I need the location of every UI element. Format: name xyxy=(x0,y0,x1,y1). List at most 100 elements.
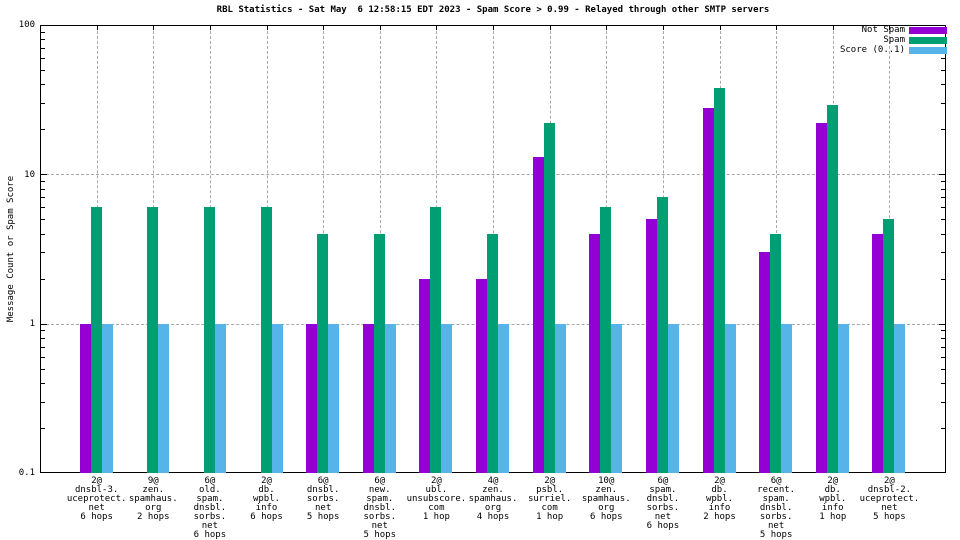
y-minor-tick xyxy=(941,233,945,235)
bar-spam xyxy=(317,233,329,473)
bar-score-0-1- xyxy=(837,323,849,473)
bar-score-0-1- xyxy=(441,323,453,473)
bar-spam xyxy=(487,233,498,473)
y-minor-tick xyxy=(41,31,45,33)
bar-score-0-1- xyxy=(158,323,170,473)
x-category-label: 4@ zen. spamhaus. org 4 hops xyxy=(468,476,518,522)
x-tick-mark xyxy=(776,26,778,30)
y-minor-tick xyxy=(41,188,45,190)
bar-spam xyxy=(713,87,725,473)
y-minor-tick xyxy=(941,188,945,190)
x-category-label: 2@ db. wpbl. info 2 hops xyxy=(703,476,736,522)
y-minor-tick xyxy=(41,278,45,280)
bar-score-0-1- xyxy=(611,323,623,473)
x-category-label: 2@ db. wpbl. info 6 hops xyxy=(250,476,283,522)
bar-score-0-1- xyxy=(214,323,226,473)
x-category-label: 6@ spam. dnsbl. sorbs. net 6 hops xyxy=(646,476,680,531)
y-minor-tick xyxy=(41,338,45,340)
y-major-tick xyxy=(939,174,945,176)
bar-not-spam xyxy=(79,323,91,473)
bar-not-spam xyxy=(702,107,714,473)
bar-not-spam xyxy=(532,157,544,473)
y-minor-tick xyxy=(941,368,945,370)
bar-score-0-1- xyxy=(554,323,566,473)
x-tick-mark xyxy=(323,26,325,30)
y-minor-tick xyxy=(941,69,945,71)
y-minor-tick xyxy=(941,103,945,105)
x-category-label: 2@ db. wpbl. info 1 hop xyxy=(819,476,847,522)
y-minor-tick xyxy=(41,383,45,385)
x-tick-mark xyxy=(889,26,891,30)
x-category-label: 6@ new. spam. dnsbl. sorbs. net 5 hops xyxy=(363,476,396,540)
y-minor-tick xyxy=(41,233,45,235)
y-tick-label-0.1: 0.1 xyxy=(18,468,35,478)
bar-not-spam xyxy=(759,252,771,473)
x-category-label: 6@ old. spam. dnsbl. sorbs. net 6 hops xyxy=(193,476,227,540)
bar-spam xyxy=(203,207,215,473)
bar-score-0-1- xyxy=(894,323,906,473)
bar-spam xyxy=(656,197,668,473)
y-minor-tick xyxy=(941,252,945,254)
y-minor-tick xyxy=(41,197,45,199)
y-minor-tick xyxy=(41,356,45,358)
y-minor-tick xyxy=(41,401,45,403)
y-minor-tick xyxy=(41,129,45,131)
bar-score-0-1- xyxy=(667,323,679,473)
bar-score-0-1- xyxy=(271,323,283,473)
x-tick-mark xyxy=(153,26,155,30)
bar-score-0-1- xyxy=(724,323,736,473)
y-minor-tick xyxy=(941,197,945,199)
y-minor-tick xyxy=(941,330,945,332)
x-category-label: 10@ zen. spamhaus. org 6 hops xyxy=(581,476,631,522)
y-minor-tick xyxy=(41,252,45,254)
y-minor-tick xyxy=(941,58,945,60)
legend-swatch-spam xyxy=(909,37,947,44)
y-minor-tick xyxy=(941,129,945,131)
x-tick-mark xyxy=(832,26,834,30)
y-minor-tick xyxy=(41,346,45,348)
y-minor-tick xyxy=(41,48,45,50)
y-minor-tick xyxy=(41,207,45,209)
x-tick-mark xyxy=(96,26,98,30)
y-major-tick xyxy=(41,323,47,325)
bar-spam xyxy=(90,207,102,473)
bar-not-spam xyxy=(306,323,318,473)
y-minor-tick xyxy=(41,69,45,71)
x-tick-mark xyxy=(266,26,268,30)
bar-score-0-1- xyxy=(781,323,793,473)
y-minor-tick xyxy=(41,368,45,370)
x-category-label: 6@ recent. spam. dnsbl. sorbs. net 5 hop… xyxy=(757,476,796,540)
y-minor-tick xyxy=(941,383,945,385)
x-category-label: 9@ zen. spamhaus. org 2 hops xyxy=(128,476,178,522)
y-minor-tick xyxy=(941,428,945,430)
legend-swatch-not-spam xyxy=(909,27,947,34)
legend-label-not-spam: Not Spam xyxy=(861,25,905,35)
bar-score-0-1- xyxy=(384,323,396,473)
y-minor-tick xyxy=(941,401,945,403)
bar-score-0-1- xyxy=(328,323,340,473)
x-tick-mark xyxy=(662,26,664,30)
y-minor-tick xyxy=(41,84,45,86)
y-minor-tick xyxy=(941,181,945,183)
bar-not-spam xyxy=(815,123,827,473)
chart-title: RBL Statistics - Sat May 6 12:58:15 EDT … xyxy=(216,5,770,15)
y-minor-tick xyxy=(941,278,945,280)
x-tick-mark xyxy=(209,26,211,30)
y-minor-tick xyxy=(941,356,945,358)
bar-spam xyxy=(770,233,782,473)
bar-score-0-1- xyxy=(498,323,509,473)
x-tick-mark xyxy=(549,26,551,30)
y-minor-tick xyxy=(41,428,45,430)
bar-spam xyxy=(826,105,838,473)
y-minor-tick xyxy=(941,84,945,86)
x-tick-mark xyxy=(379,26,381,30)
y-minor-tick xyxy=(941,346,945,348)
x-category-label: 2@ psbl. surriel. com 1 hop xyxy=(527,476,572,522)
x-tick-mark xyxy=(493,26,494,30)
y-minor-tick xyxy=(41,330,45,332)
bar-not-spam xyxy=(589,233,601,473)
bar-not-spam xyxy=(362,323,374,473)
bar-spam xyxy=(543,123,555,473)
x-tick-mark xyxy=(719,26,721,30)
bar-not-spam xyxy=(476,278,487,473)
